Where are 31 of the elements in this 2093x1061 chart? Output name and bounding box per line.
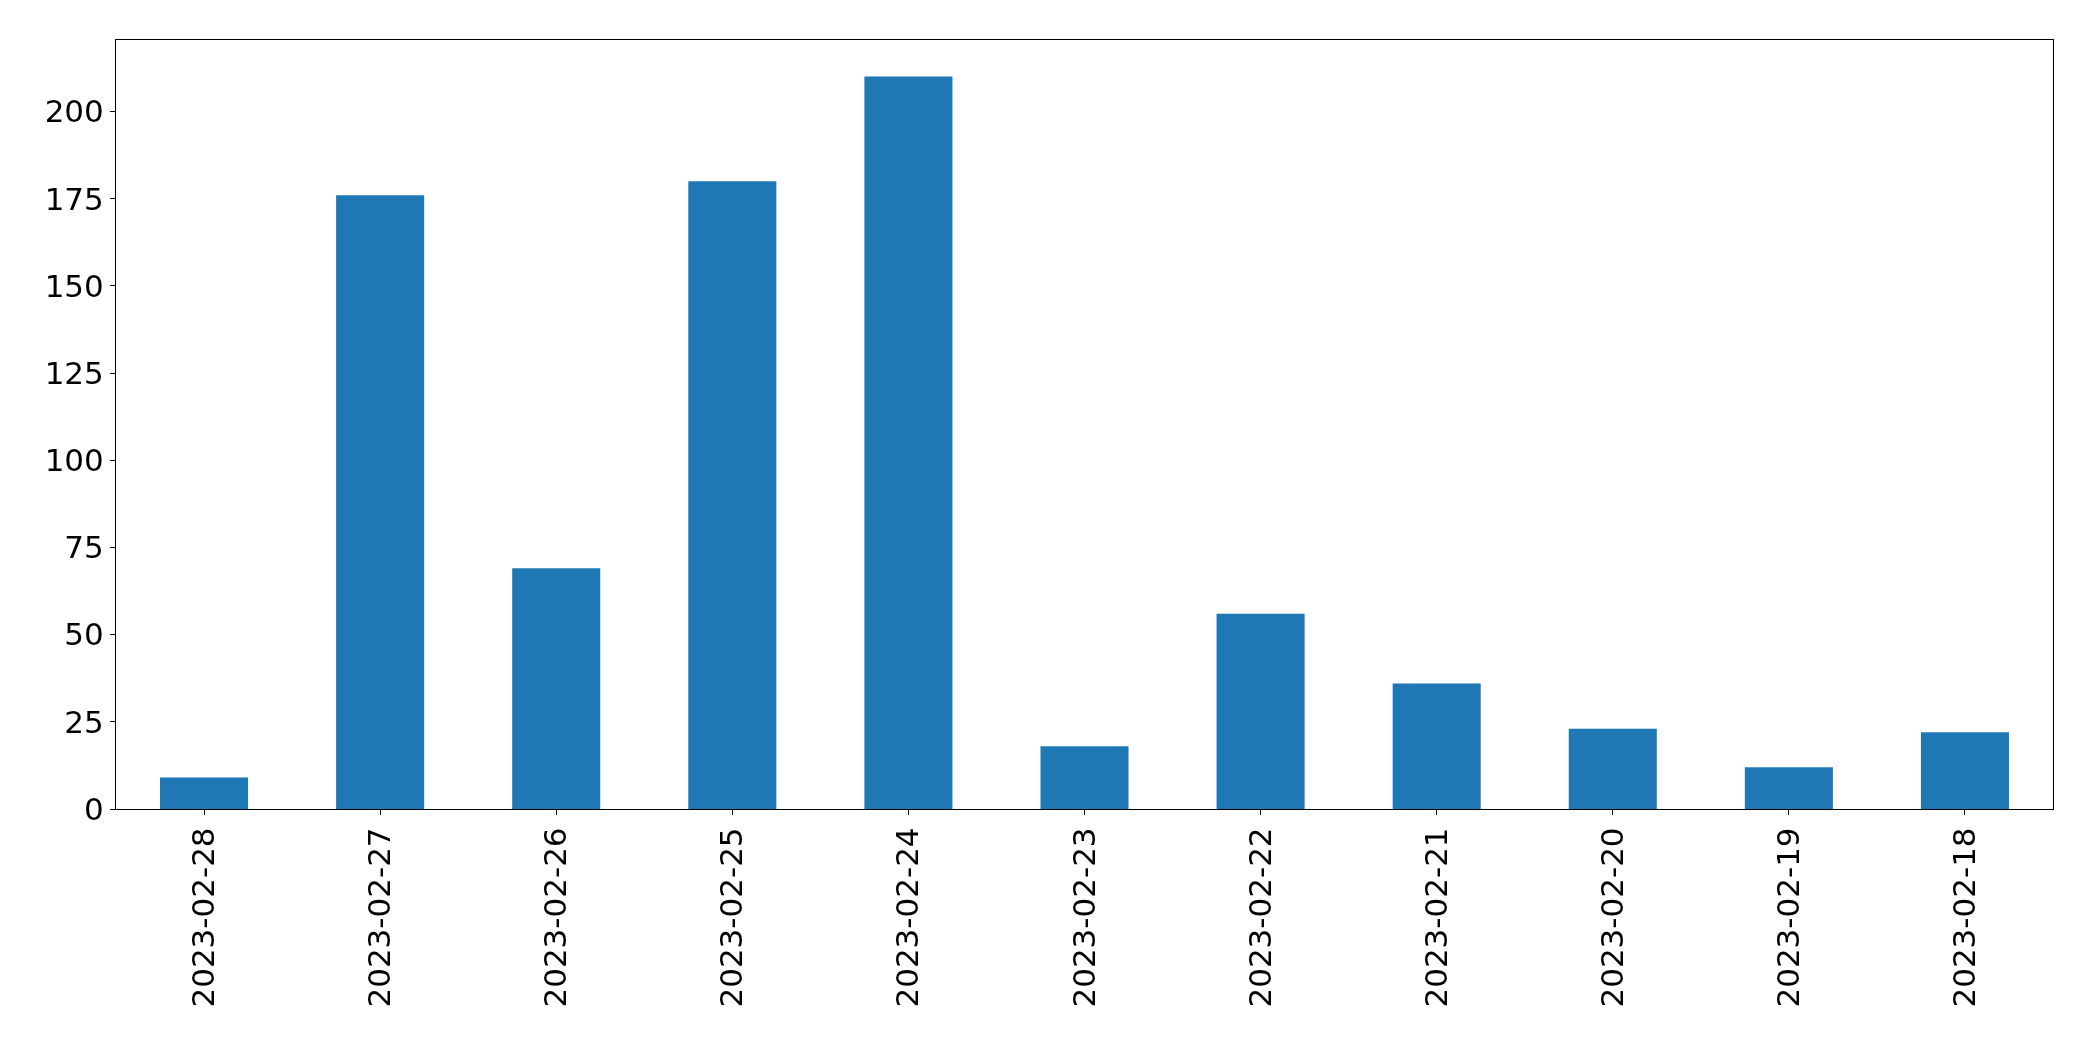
bar xyxy=(688,181,777,809)
y-tick-label: 50 xyxy=(64,616,104,653)
x-tick-label: 2023-02-20 xyxy=(1593,827,1630,1008)
x-tick-label: 2023-02-27 xyxy=(361,827,398,1008)
y-tick-label: 0 xyxy=(84,790,104,827)
x-tick-label: 2023-02-22 xyxy=(1241,827,1278,1008)
bar xyxy=(1040,746,1129,809)
y-tick-label: 200 xyxy=(44,93,104,130)
y-tick-label: 75 xyxy=(64,529,104,566)
bar xyxy=(1216,613,1305,809)
x-tick-label: 2023-02-21 xyxy=(1417,827,1454,1008)
bar xyxy=(1920,732,2009,809)
x-tick-label: 2023-02-26 xyxy=(537,827,574,1008)
y-tick-label: 150 xyxy=(44,267,104,304)
y-tick-label: 25 xyxy=(64,703,104,740)
y-tick-label: 175 xyxy=(44,180,104,217)
bar xyxy=(1744,767,1833,809)
x-tick-label: 2023-02-18 xyxy=(1946,827,1983,1008)
x-tick-label: 2023-02-28 xyxy=(185,827,222,1008)
x-tick-label: 2023-02-19 xyxy=(1769,827,1806,1008)
bar xyxy=(336,195,425,809)
x-tick-label: 2023-02-25 xyxy=(713,827,750,1008)
bar xyxy=(160,777,249,809)
x-tick-label: 2023-02-23 xyxy=(1065,827,1102,1008)
x-tick-label: 2023-02-24 xyxy=(889,827,926,1008)
y-tick-label: 100 xyxy=(44,442,104,479)
y-tick-label: 125 xyxy=(44,354,104,391)
bar xyxy=(864,76,953,809)
bar xyxy=(1392,683,1481,809)
bar xyxy=(1568,728,1657,809)
bar xyxy=(512,568,601,809)
